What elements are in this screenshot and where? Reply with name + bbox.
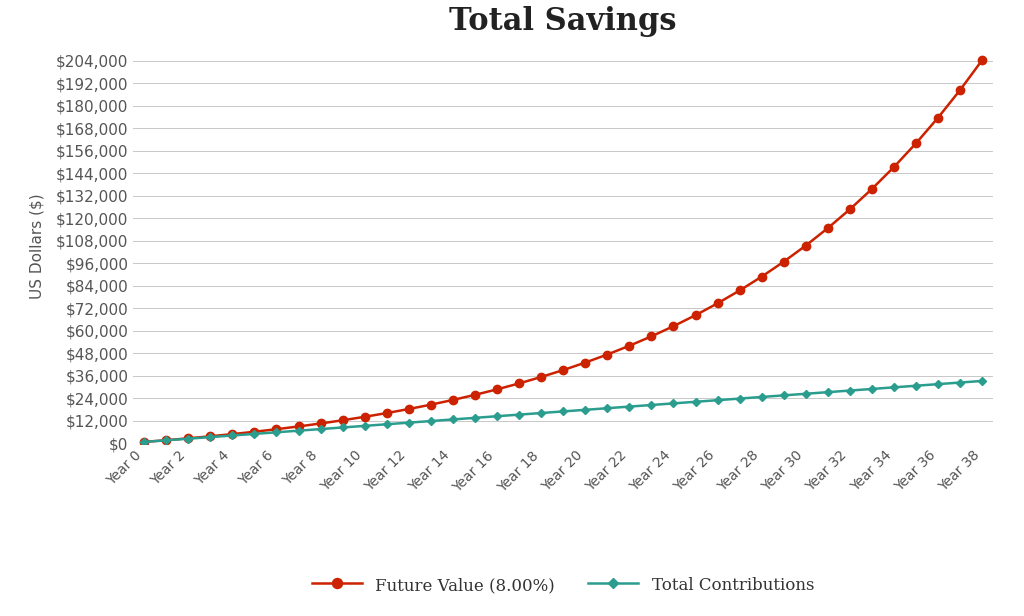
Future Value (8.00%) [601, 351, 613, 358]
Total Contributions [668, 400, 680, 407]
Total Contributions [733, 395, 745, 402]
Future Value (8.00%) [689, 312, 701, 319]
Future Value (8.00%) [469, 391, 481, 399]
Total Contributions [381, 421, 393, 428]
Future Value (8.00%) [954, 86, 967, 94]
Future Value (8.00%) [821, 224, 834, 232]
Future Value (8.00%) [293, 423, 305, 430]
Y-axis label: US Dollars ($): US Dollars ($) [30, 193, 45, 299]
Future Value (8.00%) [976, 56, 988, 63]
Future Value (8.00%) [557, 367, 569, 374]
Total Contributions [204, 434, 216, 441]
Total Contributions [821, 389, 834, 396]
Future Value (8.00%) [226, 431, 239, 438]
Total Contributions [689, 398, 701, 405]
Total Contributions [932, 381, 944, 388]
Title: Total Savings: Total Savings [450, 6, 677, 37]
Future Value (8.00%) [645, 333, 657, 340]
Total Contributions [580, 406, 592, 413]
Future Value (8.00%) [314, 419, 327, 427]
Total Contributions [866, 385, 879, 392]
Future Value (8.00%) [270, 426, 283, 433]
Future Value (8.00%) [138, 438, 151, 445]
Total Contributions [182, 435, 195, 442]
Total Contributions [800, 390, 812, 397]
Total Contributions [535, 409, 547, 416]
Total Contributions [314, 426, 327, 433]
Future Value (8.00%) [888, 163, 900, 171]
Future Value (8.00%) [425, 401, 437, 408]
Total Contributions [777, 392, 790, 399]
Future Value (8.00%) [204, 432, 216, 440]
Total Contributions [645, 401, 657, 408]
Total Contributions [513, 411, 525, 418]
Total Contributions [624, 403, 636, 410]
Future Value (8.00%) [844, 206, 856, 213]
Total Contributions [888, 384, 900, 391]
Future Value (8.00%) [910, 139, 923, 147]
Future Value (8.00%) [490, 386, 503, 393]
Future Value (8.00%) [402, 405, 415, 413]
Total Contributions [469, 414, 481, 421]
Total Contributions [910, 382, 923, 389]
Future Value (8.00%) [160, 437, 172, 444]
Total Contributions [712, 397, 724, 404]
Future Value (8.00%) [800, 242, 812, 249]
Total Contributions [337, 424, 349, 431]
Future Value (8.00%) [535, 373, 547, 381]
Future Value (8.00%) [756, 273, 768, 280]
Total Contributions [954, 379, 967, 386]
Future Value (8.00%) [446, 396, 459, 403]
Total Contributions [601, 405, 613, 412]
Future Value (8.00%) [932, 114, 944, 121]
Future Value (8.00%) [358, 413, 371, 421]
Future Value (8.00%) [580, 359, 592, 367]
Total Contributions [844, 387, 856, 394]
Future Value (8.00%) [381, 410, 393, 417]
Future Value (8.00%) [733, 287, 745, 294]
Total Contributions [293, 427, 305, 434]
Future Value (8.00%) [866, 185, 879, 193]
Total Contributions [160, 437, 172, 444]
Total Contributions [425, 418, 437, 425]
Future Value (8.00%) [668, 323, 680, 330]
Total Contributions [402, 419, 415, 426]
Line: Total Contributions: Total Contributions [141, 378, 985, 445]
Total Contributions [358, 422, 371, 429]
Total Contributions [248, 430, 260, 437]
Total Contributions [976, 377, 988, 384]
Total Contributions [226, 432, 239, 439]
Line: Future Value (8.00%): Future Value (8.00%) [140, 56, 986, 446]
Future Value (8.00%) [248, 428, 260, 436]
Total Contributions [138, 438, 151, 445]
Future Value (8.00%) [513, 379, 525, 387]
Future Value (8.00%) [337, 416, 349, 424]
Total Contributions [490, 413, 503, 420]
Total Contributions [557, 408, 569, 415]
Future Value (8.00%) [712, 299, 724, 307]
Total Contributions [446, 416, 459, 423]
Total Contributions [270, 429, 283, 436]
Legend: Future Value (8.00%), Total Contributions: Future Value (8.00%), Total Contribution… [305, 570, 821, 601]
Total Contributions [756, 393, 768, 400]
Future Value (8.00%) [777, 258, 790, 265]
Future Value (8.00%) [182, 435, 195, 442]
Future Value (8.00%) [624, 342, 636, 349]
